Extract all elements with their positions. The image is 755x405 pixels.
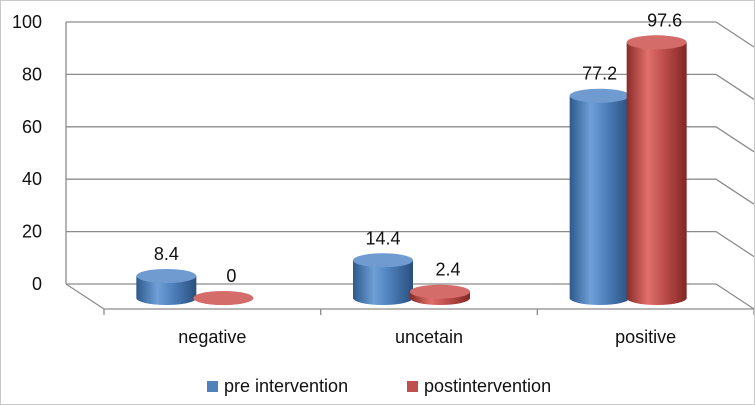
floor-edge [65, 283, 105, 310]
x-category-label: positive [615, 327, 676, 347]
bar [410, 284, 470, 305]
data-label: 14.4 [365, 228, 400, 248]
gridline [66, 283, 754, 310]
legend-swatch [207, 381, 218, 392]
bar [626, 35, 687, 306]
bar-top [353, 253, 413, 268]
y-tick-label: 40 [22, 169, 42, 189]
gridline [66, 230, 754, 258]
bar-body [626, 42, 687, 306]
gridline [66, 178, 754, 205]
bar-body [353, 260, 413, 305]
y-tick-label: 20 [22, 222, 42, 242]
bar-body [569, 95, 630, 306]
data-label: 8.4 [154, 244, 179, 264]
data-label: 77.2 [582, 64, 617, 84]
bar [193, 291, 254, 305]
data-label: 97.6 [647, 10, 682, 30]
bar-body [136, 275, 197, 305]
y-tick-label: 60 [22, 117, 42, 137]
bar [353, 253, 413, 305]
x-category-label: negative [178, 327, 246, 347]
legend-swatch [407, 381, 418, 392]
gridline [66, 126, 754, 153]
y-tick-label: 80 [22, 64, 42, 84]
data-labels: 8.4 14.4 77.2 0 2.4 97.6 [154, 10, 682, 286]
bar [136, 268, 197, 305]
gridline [66, 21, 754, 48]
y-tick-label: 100 [12, 12, 42, 32]
bars [136, 35, 687, 306]
gridlines [66, 21, 754, 310]
data-label: 0 [226, 266, 236, 286]
legend-label: postintervention [424, 376, 551, 396]
bar-top [410, 284, 470, 299]
bar-top [193, 291, 254, 305]
bar-top [569, 88, 630, 103]
bar-top [626, 35, 687, 50]
legend: pre intervention postintervention [207, 376, 551, 396]
y-tick-label: 0 [32, 274, 42, 294]
data-label: 2.4 [435, 260, 460, 280]
bar-top [136, 268, 197, 283]
axes: 0 20 40 60 80 100 negative uncetain positive [12, 12, 754, 347]
gridline [66, 73, 754, 100]
bar [569, 88, 630, 306]
legend-label: pre intervention [224, 376, 348, 396]
x-category-label: uncetain [395, 327, 463, 347]
